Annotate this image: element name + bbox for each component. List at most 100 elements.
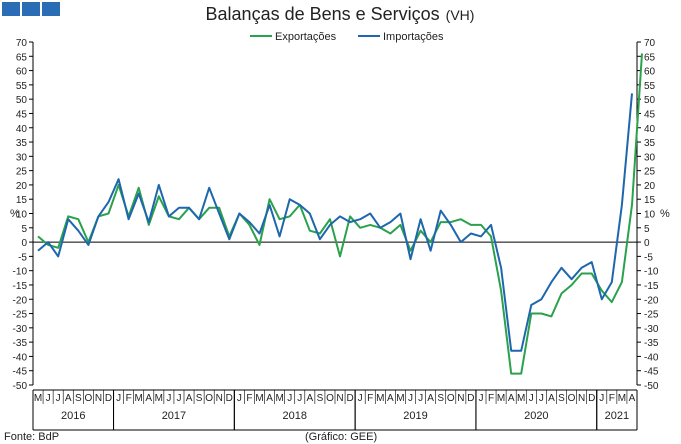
source-note: Fonte: BdP (4, 431, 59, 443)
y-tick-label-left: 70 (16, 38, 28, 49)
y-tick-label-right: 70 (644, 38, 656, 49)
x-tick-label-month: J (539, 393, 544, 404)
series-line-imports (37, 93, 633, 352)
x-tick-label-month: F (609, 393, 615, 404)
y-tick-label-right: -5 (644, 252, 653, 263)
x-tick-label-month: D (346, 393, 353, 404)
y-tick-label-right: -20 (644, 295, 659, 306)
x-tick-label-month: O (205, 393, 213, 404)
x-tick-label-month: S (558, 393, 565, 404)
y-tick-label-right: -35 (644, 338, 659, 349)
y-tick-label-right: 10 (644, 210, 656, 221)
y-tick-label-right: 65 (644, 52, 656, 63)
y-tick-label-left: 25 (16, 167, 28, 178)
x-tick-label-month: J (418, 393, 423, 404)
x-tick-label-year: 2020 (524, 410, 548, 422)
x-tick-label-month: M (396, 393, 404, 404)
y-tick-label-left: -5 (18, 252, 27, 263)
y-tick-label-right: 5 (644, 224, 650, 235)
y-tick-label-left: -30 (13, 324, 28, 335)
y-tick-label-right: 30 (644, 152, 656, 163)
x-tick-label-month: D (226, 393, 233, 404)
y-tick-label-right: 55 (644, 81, 656, 92)
y-tick-label-left: 5 (21, 224, 27, 235)
y-tick-label-left: -40 (13, 352, 28, 363)
x-tick-label-month: N (578, 393, 585, 404)
x-tick-label-month: J (408, 393, 413, 404)
x-tick-label-month: M (135, 393, 143, 404)
x-tick-label-month: N (95, 393, 102, 404)
x-tick-label-month: J (529, 393, 534, 404)
x-tick-label-month: O (84, 393, 92, 404)
y-tick-label-right: -25 (644, 310, 659, 321)
x-tick-label-month: N (216, 393, 223, 404)
x-tick-label-month: M (618, 393, 626, 404)
x-tick-label-month: A (65, 393, 72, 404)
logo-block (2, 2, 20, 16)
x-tick-label-month: J (237, 393, 242, 404)
y-axis-unit-right: % (660, 208, 670, 220)
x-tick-label-month: S (75, 393, 82, 404)
y-tick-label-left: -10 (13, 267, 28, 278)
y-tick-label-left: -35 (13, 338, 28, 349)
y-tick-label-left: 65 (16, 52, 28, 63)
x-tick-label-month: J (287, 393, 292, 404)
y-tick-label-left: -45 (13, 367, 28, 378)
x-tick-label-month: A (266, 393, 273, 404)
x-tick-label-month: M (275, 393, 283, 404)
x-tick-label-month: A (145, 393, 152, 404)
y-tick-label-right: 15 (644, 195, 656, 206)
x-tick-label-year: 2019 (403, 410, 427, 422)
y-tick-label-left: 20 (16, 181, 28, 192)
x-tick-label-month: J (358, 393, 363, 404)
y-tick-label-right: -10 (644, 267, 659, 278)
x-tick-label-month: M (34, 393, 42, 404)
y-tick-label-left: 15 (16, 195, 28, 206)
x-tick-label-year: 2018 (282, 410, 306, 422)
x-tick-label-month: A (306, 393, 313, 404)
y-tick-label-left: 35 (16, 138, 28, 149)
x-tick-label-month: M (517, 393, 525, 404)
x-tick-label-month: A (427, 393, 434, 404)
x-tick-label-month: S (317, 393, 324, 404)
x-tick-label-month: N (457, 393, 464, 404)
x-tick-label-month: A (548, 393, 555, 404)
y-tick-label-right: 50 (644, 95, 656, 106)
x-tick-label-month: J (56, 393, 61, 404)
x-tick-label-month: A (508, 393, 515, 404)
x-tick-label-month: O (326, 393, 334, 404)
legend-label-exports: Exportações (275, 31, 337, 43)
x-tick-label-month: F (126, 393, 132, 404)
y-tick-label-right: 40 (644, 124, 656, 135)
y-tick-label-left: -20 (13, 295, 28, 306)
legend-label-imports: Importações (383, 31, 444, 43)
y-tick-label-left: 55 (16, 81, 28, 92)
logo-block (42, 2, 60, 16)
y-tick-label-left: 10 (16, 210, 28, 221)
x-tick-label-month: N (336, 393, 343, 404)
y-tick-label-left: 45 (16, 109, 28, 120)
logo-block (22, 2, 40, 16)
chart-title: Balanças de Bens e Serviços (VH) (206, 4, 475, 24)
x-tick-label-month: O (568, 393, 576, 404)
x-tick-label-month: M (155, 393, 163, 404)
y-tick-label-right: 0 (644, 238, 650, 249)
x-tick-label-month: M (376, 393, 384, 404)
x-tick-label-month: D (105, 393, 112, 404)
y-tick-label-left: 60 (16, 67, 28, 78)
legend: Exportações Importações (250, 31, 444, 43)
y-tick-label-right: 60 (644, 67, 656, 78)
series-line-exports (37, 53, 643, 375)
y-tick-label-right: -30 (644, 324, 659, 335)
x-tick-label-year: 2017 (162, 410, 186, 422)
credit-note: (Gráfico: GEE) (305, 431, 377, 443)
x-tick-label-month: D (467, 393, 474, 404)
x-tick-label-year: 2021 (605, 410, 629, 422)
x-tick-label-month: F (367, 393, 373, 404)
x-tick-label-month: J (297, 393, 302, 404)
x-tick-label-year: 2016 (61, 410, 85, 422)
y-tick-label-right: 45 (644, 109, 656, 120)
x-tick-label-month: O (447, 393, 455, 404)
x-tick-label-month: J (116, 393, 121, 404)
